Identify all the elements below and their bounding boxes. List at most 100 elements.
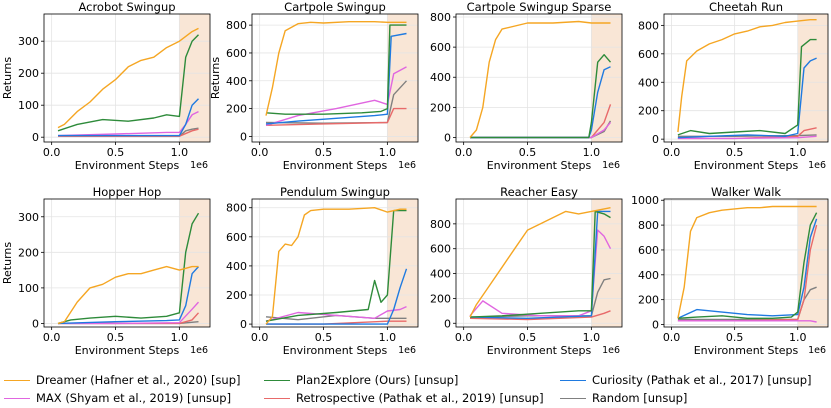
legend-entry-dreamer: Dreamer (Hafner et al., 2020) [sup] bbox=[4, 372, 241, 388]
x-axis-label: Environment Steps bbox=[75, 159, 180, 172]
series-line-plan2explore bbox=[469, 210, 611, 318]
x-axis-label: Environment Steps bbox=[75, 344, 180, 357]
chart-panel-1: 0.0 0.5 1.0 0 100 200 300 Acrobot Swingup Enviro… bbox=[1, 0, 211, 172]
x-tick-label: 0.0 bbox=[455, 331, 473, 344]
series-line-max bbox=[265, 66, 407, 126]
y-tick-label: 0 bbox=[240, 318, 247, 331]
legend-label-plan2explore: Plan2Explore (Ours) [unsup] bbox=[296, 373, 459, 387]
chart-panel-4: 0.0 0.5 1.0 0 200 400 600 800 Cheetah Run Environ… bbox=[638, 0, 829, 172]
y-tick-label: 0 bbox=[444, 317, 451, 330]
axes-frame bbox=[43, 13, 211, 143]
chart-title: Hopper Hop bbox=[93, 185, 162, 199]
shaded-region bbox=[797, 14, 828, 142]
x-axis-exponent: 1e6 bbox=[808, 160, 826, 171]
y-tick-label: 800 bbox=[430, 218, 451, 231]
y-tick-label: 0 bbox=[32, 131, 39, 144]
x-axis-exponent: 1e6 bbox=[602, 160, 620, 171]
x-tick-label: 1.0 bbox=[583, 146, 601, 159]
y-tick-label: 200 bbox=[638, 105, 659, 118]
axes-frame bbox=[251, 198, 419, 328]
series-line-plan2explore bbox=[57, 34, 199, 132]
y-tick-label: 0 bbox=[444, 131, 451, 144]
series-line-curiosity bbox=[266, 268, 408, 325]
series-line-curiosity bbox=[677, 57, 817, 139]
series-line-max bbox=[58, 301, 200, 325]
x-tick-label: 0.0 bbox=[43, 331, 61, 344]
chart-title: Pendulum Swingup bbox=[280, 185, 390, 199]
x-tick-label: 0.5 bbox=[519, 146, 537, 159]
legend-swatch-retrospective bbox=[264, 397, 290, 399]
y-tick-label: 400 bbox=[226, 75, 247, 88]
y-axis-label: Returns bbox=[1, 242, 14, 285]
x-axis-exponent: 1e6 bbox=[808, 345, 826, 356]
series-line-curiosity bbox=[677, 218, 818, 319]
chart-title: Walker Walk bbox=[711, 185, 781, 199]
series-line-dreamer bbox=[57, 265, 199, 325]
y-tick-label: 400 bbox=[638, 269, 659, 282]
legend-swatch-curiosity bbox=[560, 379, 586, 381]
x-tick-label: 0.5 bbox=[315, 146, 333, 159]
series-line-random bbox=[265, 80, 408, 124]
y-tick-label: 0 bbox=[240, 130, 247, 143]
shaded-region bbox=[387, 14, 418, 142]
x-tick-label: 0.5 bbox=[726, 146, 744, 159]
x-tick-label: 0.0 bbox=[663, 146, 681, 159]
y-tick-label: 600 bbox=[226, 231, 247, 244]
series-line-retrospective bbox=[469, 310, 611, 321]
series-line-max bbox=[677, 135, 817, 140]
legend: Dreamer (Hafner et al., 2020) [sup] Plan… bbox=[0, 370, 831, 408]
y-tick-label: 200 bbox=[18, 246, 39, 259]
series-line-max bbox=[677, 320, 817, 323]
series-line-dreamer bbox=[57, 27, 199, 129]
y-tick-label: 200 bbox=[430, 292, 451, 305]
y-tick-label: 600 bbox=[430, 243, 451, 256]
series-line-plan2explore bbox=[265, 24, 407, 115]
series-line-max bbox=[265, 305, 407, 322]
chart-title: Cheetah Run bbox=[709, 0, 783, 14]
legend-entry-curiosity: Curiosity (Pathak et al., 2017) [unsup] bbox=[560, 372, 812, 388]
legend-label-random: Random [unsup] bbox=[592, 391, 688, 405]
x-tick-label: 0.0 bbox=[455, 146, 473, 159]
legend-entry-retrospective: Retrospective (Pathak et al., 2019) [uns… bbox=[264, 390, 544, 406]
series-line-curiosity bbox=[469, 210, 611, 319]
x-tick-label: 0.0 bbox=[251, 146, 269, 159]
shaded-region bbox=[591, 199, 622, 327]
y-tick-label: 600 bbox=[430, 41, 451, 54]
shaded-region bbox=[797, 199, 828, 327]
x-tick-label: 1.0 bbox=[171, 331, 189, 344]
chart-title: Cartpole Swingup Sparse bbox=[467, 0, 612, 14]
series-line-plan2explore bbox=[677, 38, 817, 136]
y-tick-label: 400 bbox=[638, 76, 659, 89]
legend-entry-random: Random [unsup] bbox=[560, 390, 687, 406]
x-tick-label: 1.0 bbox=[379, 331, 397, 344]
x-tick-label: 1.0 bbox=[583, 331, 601, 344]
series-line-plan2explore bbox=[677, 212, 818, 319]
x-tick-label: 0.5 bbox=[726, 331, 744, 344]
x-tick-label: 0.5 bbox=[107, 146, 125, 159]
shaded-region bbox=[179, 14, 210, 142]
y-tick-label: 600 bbox=[226, 47, 247, 60]
legend-swatch-plan2explore bbox=[264, 379, 290, 381]
y-axis-label: Returns bbox=[1, 57, 14, 100]
y-tick-label: 0 bbox=[652, 133, 659, 146]
legend-label-max: MAX (Shyam et al., 2019) [unsup] bbox=[36, 391, 232, 405]
legend-label-retrospective: Retrospective (Pathak et al., 2019) [uns… bbox=[296, 391, 544, 405]
y-tick-label: 1000 bbox=[631, 194, 659, 207]
series-line-dreamer bbox=[265, 21, 407, 116]
chart-title: Cartpole Swingup bbox=[284, 0, 386, 14]
chart-title: Reacher Easy bbox=[500, 185, 578, 199]
y-tick-label: 800 bbox=[638, 19, 659, 32]
chart-panel-6: 0.0 0.5 1.0 0 200 400 600 800 Pendulum Swingup En… bbox=[226, 185, 419, 357]
x-axis-label: Environment Steps bbox=[487, 159, 592, 172]
chart-panel-7: 0.0 0.5 1.0 0 200 400 600 800 Reacher Easy Enviro… bbox=[430, 185, 623, 357]
x-axis-label: Environment Steps bbox=[694, 159, 799, 172]
series-line-curiosity bbox=[57, 266, 200, 325]
x-axis-exponent: 1e6 bbox=[190, 160, 208, 171]
y-tick-label: 300 bbox=[18, 35, 39, 48]
series-line-plan2explore bbox=[265, 209, 407, 322]
y-tick-label: 200 bbox=[638, 294, 659, 307]
chart-panel-2: 0.0 0.5 1.0 0 200 400 600 800 Cartpole Swingup En… bbox=[209, 0, 419, 172]
chart-panel-8: 0.0 0.5 1.0 0 200 400 600 800 1000 Walker Walk Env… bbox=[631, 185, 829, 357]
y-tick-label: 400 bbox=[226, 260, 247, 273]
